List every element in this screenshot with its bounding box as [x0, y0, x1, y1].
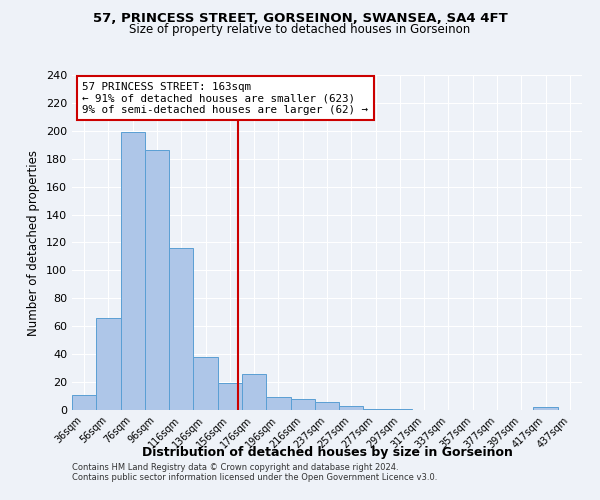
Y-axis label: Number of detached properties: Number of detached properties	[28, 150, 40, 336]
Bar	[339, 406, 364, 410]
Text: 57 PRINCESS STREET: 163sqm
← 91% of detached houses are smaller (623)
9% of semi: 57 PRINCESS STREET: 163sqm ← 91% of deta…	[82, 82, 368, 115]
Bar	[533, 407, 558, 410]
Bar	[242, 374, 266, 410]
Bar	[72, 394, 96, 410]
Bar	[145, 150, 169, 410]
Text: Distribution of detached houses by size in Gorseinon: Distribution of detached houses by size …	[142, 446, 512, 459]
Bar	[315, 402, 339, 410]
Bar	[121, 132, 145, 410]
Text: Size of property relative to detached houses in Gorseinon: Size of property relative to detached ho…	[130, 22, 470, 36]
Text: 57, PRINCESS STREET, GORSEINON, SWANSEA, SA4 4FT: 57, PRINCESS STREET, GORSEINON, SWANSEA,…	[92, 12, 508, 26]
Bar	[364, 408, 388, 410]
Bar	[96, 318, 121, 410]
Text: Contains public sector information licensed under the Open Government Licence v3: Contains public sector information licen…	[72, 473, 437, 482]
Bar	[388, 408, 412, 410]
Bar	[290, 399, 315, 410]
Bar	[218, 384, 242, 410]
Bar	[169, 248, 193, 410]
Bar	[193, 357, 218, 410]
Bar	[266, 398, 290, 410]
Text: Contains HM Land Registry data © Crown copyright and database right 2024.: Contains HM Land Registry data © Crown c…	[72, 464, 398, 472]
